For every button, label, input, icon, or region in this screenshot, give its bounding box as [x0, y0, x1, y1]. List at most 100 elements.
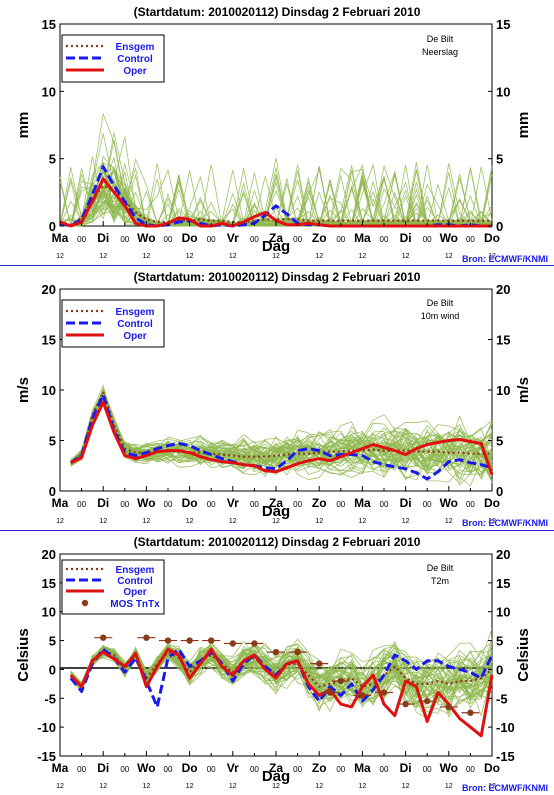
mos-point: [424, 697, 431, 705]
x-day-label: Ma: [354, 231, 371, 245]
chart-1-ylabel-left: mm: [15, 112, 32, 139]
x-half-day-label: 00: [380, 500, 389, 509]
x-day-label: Ma: [52, 231, 69, 245]
mos-point: [359, 692, 366, 699]
y-tick-label-right: 5: [496, 152, 503, 167]
x-hour-label: 12: [186, 253, 194, 260]
x-hour-label: 12: [272, 518, 280, 525]
y-tick-label-left: 20: [42, 282, 56, 297]
y-tick-label-left: 5: [49, 634, 56, 649]
x-half-day-label: 00: [336, 235, 345, 244]
x-day-label: Zo: [312, 231, 327, 245]
chart-2-y-ticks: 0 0 5 5 10 10 15 15 20 20: [42, 282, 511, 499]
x-day-label: Di: [400, 231, 412, 245]
chart-2-ylabel-right: m/s: [515, 377, 532, 403]
x-day-label: Zo: [312, 761, 327, 775]
x-hour-label: 12: [315, 783, 323, 790]
x-hour-label: 12: [272, 783, 280, 790]
chart-1-xlabel: Dag: [262, 238, 290, 255]
chart-3-legend-oper: Oper: [123, 587, 146, 598]
x-half-day-label: 00: [293, 500, 302, 509]
x-day-label: Do: [182, 231, 198, 245]
x-hour-label: 12: [445, 518, 453, 525]
oper-line: [59, 177, 492, 228]
y-tick-label-left: 5: [49, 152, 56, 167]
mos-point: [294, 648, 301, 656]
mos-point: [467, 709, 474, 716]
x-half-day-label: 00: [466, 235, 475, 244]
x-day-label: Ma: [52, 761, 69, 775]
precipitation-chart: (Startdatum: 2010020112) Dinsdag 2 Febru…: [15, 5, 548, 264]
y-tick-label-left: -15: [37, 749, 56, 764]
chart-1-ylabel-right: mm: [515, 112, 532, 139]
y-tick-label-left: 15: [42, 333, 56, 348]
mos-point: [402, 700, 409, 708]
x-day-label: Do: [182, 496, 198, 510]
y-tick-label-left: 10: [42, 605, 56, 620]
chart-3-legend-mos: MOS TnTx: [110, 599, 160, 610]
chart-3-station: De Bilt: [427, 563, 454, 573]
chart-3-ylabel-left: Celsius: [15, 628, 32, 681]
chart-1-series: [59, 165, 492, 228]
x-half-day-label: 00: [423, 235, 432, 244]
x-hour-label: 12: [99, 783, 107, 790]
y-tick-label-right: -10: [496, 720, 515, 735]
y-tick-label-right: 0: [496, 219, 503, 234]
chart-1-variable: Neerslag: [422, 47, 458, 57]
x-day-label: Di: [400, 761, 412, 775]
chart-3-ensemble-members: [70, 628, 493, 722]
mos-point: [164, 637, 172, 644]
x-half-day-label: 00: [336, 765, 345, 774]
x-half-day-label: 00: [293, 235, 302, 244]
mos-point: [100, 634, 107, 641]
x-day-label: Vr: [227, 496, 239, 510]
x-half-day-label: 00: [120, 765, 129, 774]
ensemble-member-line: [70, 640, 493, 692]
chart-3-variable: T2m: [431, 576, 449, 586]
y-tick-label-right: 5: [496, 434, 503, 449]
x-half-day-label: 00: [423, 765, 432, 774]
x-hour-label: 12: [359, 518, 367, 525]
ensgem-line: [59, 184, 492, 226]
x-day-label: Vr: [227, 231, 239, 245]
x-hour-label: 12: [229, 253, 237, 260]
chart-1-legend: Ensgem Control Oper: [61, 34, 165, 83]
y-tick-label-left: 15: [42, 576, 56, 591]
x-day-label: Do: [182, 761, 198, 775]
wind-chart: (Startdatum: 2010020112) Dinsdag 2 Febru…: [15, 270, 548, 528]
y-tick-label-right: 10: [496, 383, 510, 398]
y-tick-label-left: 10: [42, 84, 56, 99]
x-half-day-label: 00: [164, 765, 173, 774]
x-day-label: Wo: [137, 496, 155, 510]
chart-3-legend-ensgem: Ensgem: [116, 565, 155, 576]
chart-3-x-ticks: Ma 12 Di 12 Wo 12 Do 12 Vr 12 Za 12 Zo 12 Ma 12 Di 12 Wo 12…: [52, 751, 500, 790]
x-hour-label: 12: [99, 253, 107, 260]
x-day-label: Do: [484, 761, 500, 775]
x-day-label: Di: [97, 231, 109, 245]
mos-point: [208, 637, 215, 644]
oper-line: [69, 647, 494, 738]
x-half-day-label: 00: [77, 235, 86, 244]
y-tick-label-right: 0: [496, 484, 503, 499]
chart-2-legend-ensgem: Ensgem: [116, 307, 155, 318]
x-hour-label: 12: [143, 783, 151, 790]
y-tick-label-right: 20: [496, 547, 510, 562]
mos-point: [229, 640, 236, 647]
chart-3-title: (Startdatum: 2010020112) Dinsdag 2 Febru…: [134, 535, 421, 549]
x-day-label: Di: [400, 496, 412, 510]
temperature-chart: (Startdatum: 2010020112) Dinsdag 2 Febru…: [15, 535, 548, 793]
chart-1-legend-ensgem: Ensgem: [116, 42, 155, 53]
x-half-day-label: 00: [250, 500, 259, 509]
y-tick-label-left: 5: [49, 434, 56, 449]
ensemble-member-line: [70, 393, 493, 467]
x-hour-label: 12: [56, 518, 64, 525]
x-day-label: Wo: [137, 231, 155, 245]
chart-2-series: [69, 390, 494, 481]
chart-2-legend: Ensgem Control Oper: [61, 299, 165, 348]
x-hour-label: 12: [143, 518, 151, 525]
x-hour-label: 12: [445, 253, 453, 260]
control-line: [69, 393, 493, 481]
x-day-label: Ma: [354, 496, 371, 510]
chart-1-source: Bron: ECMWF/KNMI: [462, 254, 548, 264]
